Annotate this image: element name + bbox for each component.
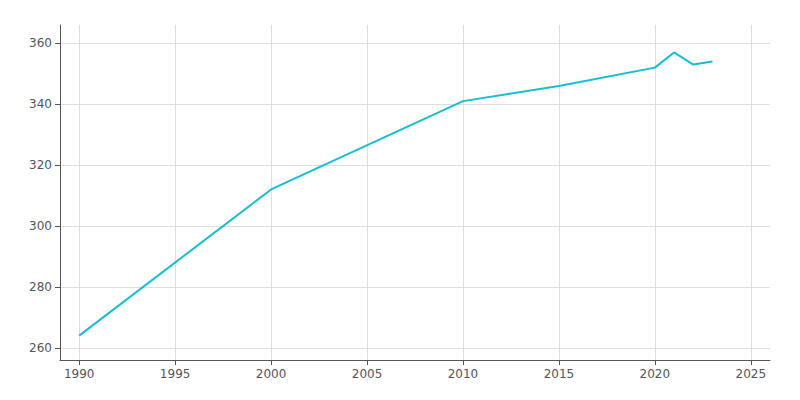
svg-text:300: 300 xyxy=(29,219,52,233)
svg-text:2020: 2020 xyxy=(640,367,671,381)
svg-text:2015: 2015 xyxy=(544,367,575,381)
svg-text:2010: 2010 xyxy=(448,367,479,381)
svg-text:2000: 2000 xyxy=(256,367,287,381)
svg-text:2025: 2025 xyxy=(736,367,767,381)
svg-text:1995: 1995 xyxy=(160,367,191,381)
svg-text:280: 280 xyxy=(29,280,52,294)
svg-text:320: 320 xyxy=(29,158,52,172)
svg-text:340: 340 xyxy=(29,97,52,111)
svg-text:360: 360 xyxy=(29,36,52,50)
svg-text:2005: 2005 xyxy=(352,367,383,381)
svg-text:260: 260 xyxy=(29,341,52,355)
svg-text:1990: 1990 xyxy=(64,367,95,381)
